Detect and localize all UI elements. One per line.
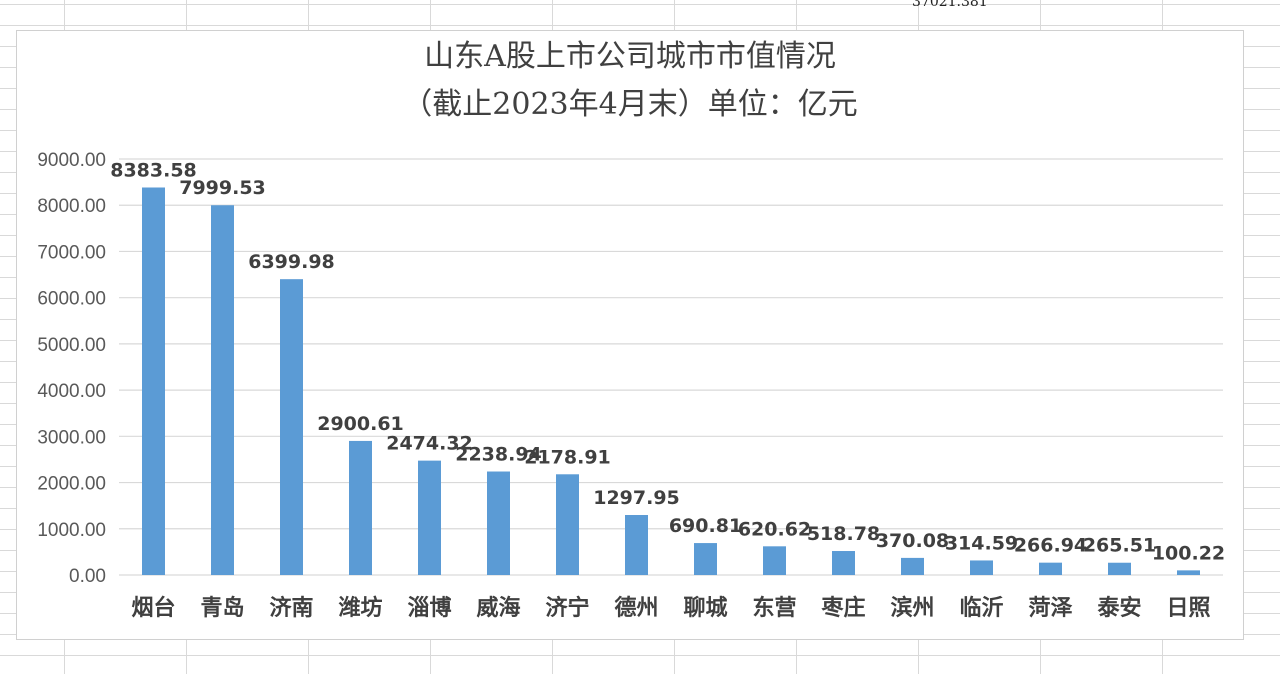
bar-chart-svg: 0.00 1000.00 2000.00 3000.00 4000.00 5000.00 6… xyxy=(37,150,1225,621)
y-tick-label: 0.00 xyxy=(69,566,106,587)
bar[interactable] xyxy=(349,440,372,575)
bar[interactable] xyxy=(418,460,441,575)
data-label: 7999.53 xyxy=(179,177,266,199)
data-label: 8383.58 xyxy=(110,159,197,181)
chart-area[interactable]: 山东A股上市公司城市市值情况 （截止2023年4月末）单位：亿元 0.00 100… xyxy=(16,30,1244,640)
bar[interactable] xyxy=(280,279,303,575)
x-tick-label: 济宁 xyxy=(545,595,589,621)
x-tick-label: 滨州 xyxy=(890,595,934,621)
data-label: 2474.32 xyxy=(386,433,473,455)
bar[interactable] xyxy=(142,187,165,575)
data-label: 2178.91 xyxy=(524,446,611,468)
data-label: 370.08 xyxy=(876,530,949,552)
y-tick-label: 5000.00 xyxy=(37,335,106,356)
bar[interactable] xyxy=(1108,562,1131,575)
chart-title-line2: （截止2023年4月末）单位：亿元 xyxy=(402,87,858,122)
x-tick-label: 淄博 xyxy=(407,595,451,621)
bar[interactable] xyxy=(901,557,924,575)
x-tick-label: 枣庄 xyxy=(820,595,865,621)
data-label: 266.94 xyxy=(1014,535,1087,557)
data-label: 314.59 xyxy=(945,532,1018,554)
data-label: 265.51 xyxy=(1083,535,1156,557)
bar[interactable] xyxy=(763,546,786,575)
bar[interactable] xyxy=(694,543,717,575)
y-tick-label: 7000.00 xyxy=(37,242,106,263)
x-tick-label: 潍坊 xyxy=(338,595,382,621)
x-tick-label: 青岛 xyxy=(200,595,244,621)
spreadsheet-cell-value[interactable]: 37021.381 xyxy=(912,0,988,10)
x-tick-label: 聊城 xyxy=(683,595,727,621)
bar[interactable] xyxy=(556,474,579,575)
y-tick-label: 3000.00 xyxy=(37,427,106,448)
x-tick-label: 菏泽 xyxy=(1028,596,1072,621)
x-tick-label: 烟台 xyxy=(131,595,175,621)
bar[interactable] xyxy=(970,560,993,575)
x-tick-label: 济南 xyxy=(269,595,313,621)
y-tick-label: 6000.00 xyxy=(37,289,106,310)
data-label: 690.81 xyxy=(669,515,742,537)
y-tick-label: 4000.00 xyxy=(37,381,106,402)
bar[interactable] xyxy=(832,551,855,575)
y-tick-label: 2000.00 xyxy=(37,474,106,495)
x-tick-label: 威海 xyxy=(476,595,520,621)
data-label: 2900.61 xyxy=(317,413,404,435)
x-tick-label: 日照 xyxy=(1166,596,1210,621)
x-tick-label: 临沂 xyxy=(959,595,1003,621)
data-label: 620.62 xyxy=(738,518,811,540)
bar[interactable] xyxy=(1177,570,1200,575)
data-label: 1297.95 xyxy=(593,487,680,509)
x-tick-label: 泰安 xyxy=(1096,595,1141,621)
data-label: 100.22 xyxy=(1152,542,1225,564)
chart-title-line1: 山东A股上市公司城市市值情况 xyxy=(424,39,836,74)
x-tick-label: 东营 xyxy=(752,595,796,621)
bar[interactable] xyxy=(487,471,510,575)
y-tick-label: 1000.00 xyxy=(37,520,106,541)
bar[interactable] xyxy=(211,205,234,575)
x-tick-label: 德州 xyxy=(614,595,658,621)
data-label: 6399.98 xyxy=(248,251,335,273)
bar[interactable] xyxy=(625,515,648,575)
data-label: 2238.94 xyxy=(455,444,542,466)
data-label: 518.78 xyxy=(807,523,880,545)
y-tick-label: 8000.00 xyxy=(37,196,106,217)
bar[interactable] xyxy=(1039,562,1062,575)
y-tick-label: 9000.00 xyxy=(37,150,106,171)
